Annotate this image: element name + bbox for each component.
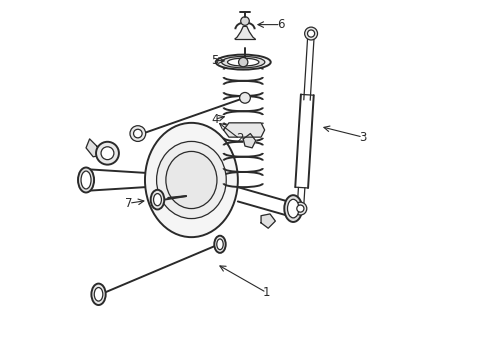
- Circle shape: [294, 202, 307, 215]
- Ellipse shape: [92, 284, 106, 305]
- Ellipse shape: [166, 152, 217, 208]
- Text: 5: 5: [211, 54, 219, 67]
- Ellipse shape: [157, 141, 226, 219]
- Circle shape: [297, 205, 304, 212]
- Ellipse shape: [216, 55, 270, 69]
- Ellipse shape: [94, 288, 103, 301]
- Ellipse shape: [214, 236, 226, 253]
- Circle shape: [239, 58, 248, 67]
- Ellipse shape: [227, 58, 259, 66]
- Circle shape: [96, 142, 119, 165]
- Polygon shape: [223, 123, 265, 137]
- Text: 4: 4: [211, 113, 219, 126]
- Ellipse shape: [153, 194, 161, 206]
- Circle shape: [308, 30, 315, 37]
- Ellipse shape: [151, 190, 164, 210]
- Text: 2: 2: [236, 132, 244, 145]
- Text: 3: 3: [359, 131, 367, 144]
- Ellipse shape: [288, 199, 299, 218]
- Polygon shape: [86, 139, 102, 157]
- Circle shape: [130, 126, 146, 141]
- Circle shape: [241, 17, 249, 25]
- Ellipse shape: [221, 57, 265, 68]
- Circle shape: [101, 147, 114, 159]
- Circle shape: [240, 93, 250, 103]
- Polygon shape: [235, 26, 255, 39]
- Polygon shape: [261, 214, 275, 228]
- Text: 7: 7: [125, 197, 133, 210]
- Ellipse shape: [284, 195, 302, 222]
- Circle shape: [305, 27, 318, 40]
- Polygon shape: [243, 134, 256, 148]
- Ellipse shape: [217, 239, 223, 249]
- Text: 1: 1: [263, 286, 270, 299]
- Ellipse shape: [145, 123, 238, 237]
- Circle shape: [134, 129, 142, 138]
- Text: 6: 6: [277, 18, 285, 31]
- Ellipse shape: [81, 171, 91, 189]
- Ellipse shape: [78, 167, 94, 193]
